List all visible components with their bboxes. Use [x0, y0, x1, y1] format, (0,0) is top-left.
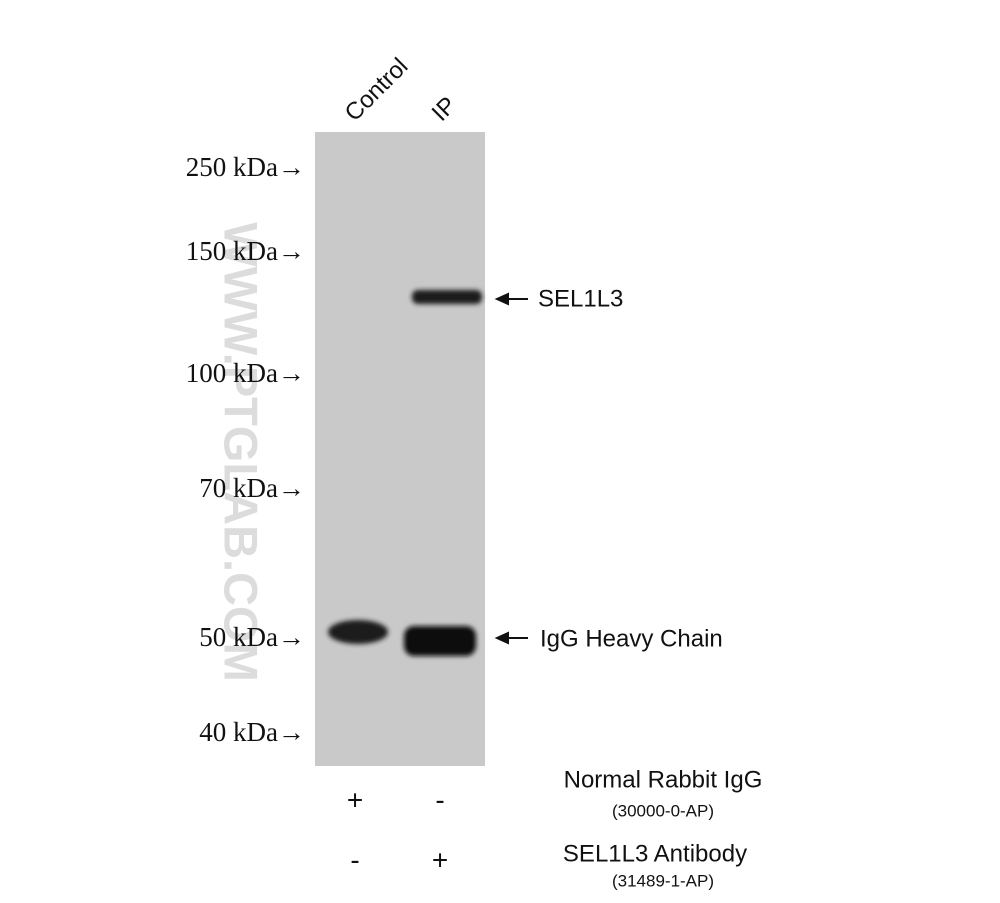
lane-label: Control [340, 53, 414, 127]
marker: 40 kDa→ [199, 717, 305, 747]
treatment-name: SEL1L3 Antibody [563, 840, 747, 867]
marker: 250 kDa→ [186, 152, 305, 182]
treatment-sign: + [432, 844, 448, 875]
bands [328, 290, 482, 656]
band-arrows [494, 292, 528, 645]
band-label: IgG Heavy Chain [540, 625, 723, 652]
blot-membrane [315, 132, 485, 766]
ip-igg-band [404, 626, 476, 656]
band-label: SEL1L3 [538, 285, 623, 312]
treatment-catalog: (30000-0-AP) [612, 801, 714, 820]
marker: 150 kDa→ [186, 236, 305, 266]
treatment-name: Normal Rabbit IgG [564, 766, 763, 793]
treatment-sign: + [347, 784, 363, 815]
watermark: WWW.PTGLAB.COM [215, 222, 268, 681]
marker: 70 kDa→ [199, 473, 305, 503]
control-igg-band [328, 620, 388, 644]
marker: 100 kDa→ [186, 358, 305, 388]
lane-label: IP [427, 92, 462, 127]
treatment-sign: - [350, 844, 359, 875]
treatment-catalog: (31489-1-AP) [612, 871, 714, 890]
sel1l3-band [412, 290, 482, 304]
marker: 50 kDa→ [199, 622, 305, 652]
treatment-sign: - [435, 784, 444, 815]
